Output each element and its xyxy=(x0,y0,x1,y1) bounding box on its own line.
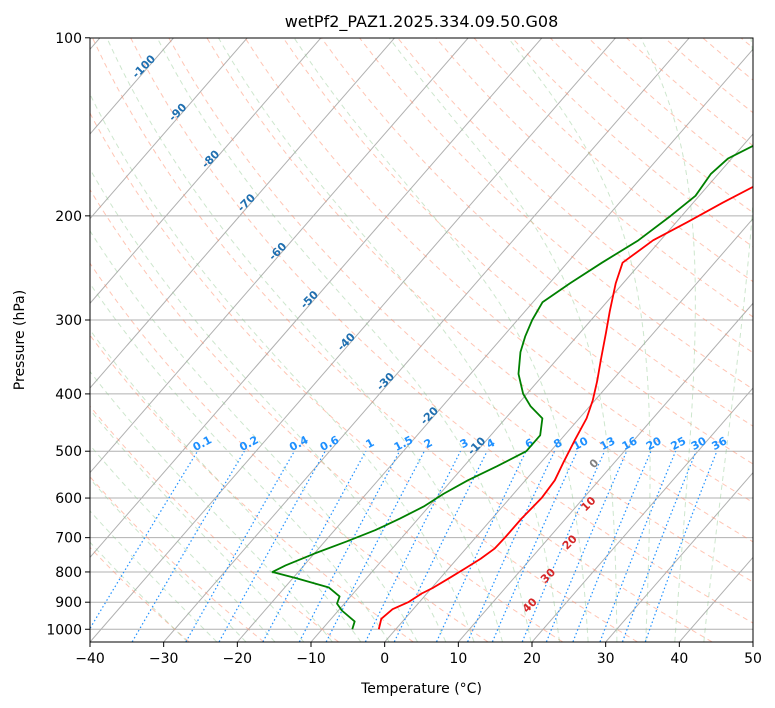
moist-adiabat-line xyxy=(106,38,503,642)
mixing-ratio-label: 25 xyxy=(669,434,689,453)
mixing-ratio-label: 20 xyxy=(644,434,664,453)
x-axis-label: Temperature (°C) xyxy=(360,681,482,697)
y-tick-label: 100 xyxy=(55,31,82,47)
y-tick-label: 200 xyxy=(55,209,82,225)
mixing-ratio-line xyxy=(262,450,367,642)
y-tick-label: 600 xyxy=(55,491,82,507)
series-layer xyxy=(271,144,753,630)
mixing-ratio-line xyxy=(572,450,652,642)
x-tick-label: 50 xyxy=(744,651,762,667)
moist-adiabat-line xyxy=(90,230,418,642)
mixing-ratio-line xyxy=(218,450,326,642)
mixing-ratio-line xyxy=(364,450,462,642)
mixing-ratio-label: 30 xyxy=(689,434,709,453)
moist-adiabat-line xyxy=(703,38,753,642)
dry-adiabat-line xyxy=(168,38,753,583)
dry-adiabat-line xyxy=(92,38,713,642)
x-tick-label: 0 xyxy=(380,651,389,667)
dry-adiabat-line xyxy=(90,188,563,642)
x-tick-label: −30 xyxy=(149,651,179,667)
moist-adiabat-line xyxy=(388,38,618,642)
moist-adiabat-line xyxy=(156,38,532,642)
isotherm-line xyxy=(90,38,248,220)
moist-adiabat-line xyxy=(217,38,560,642)
isotherm-line xyxy=(90,38,617,642)
moist-adiabat-line xyxy=(90,408,305,642)
dewpoint-profile xyxy=(271,144,753,630)
plot-frame xyxy=(89,37,754,643)
x-tick-label: −20 xyxy=(223,651,253,667)
isotherm-line xyxy=(163,38,690,642)
isotherm-line xyxy=(605,471,753,642)
tick-layer: −40 −30 −20 −10 0 10 20 30 40 50 100 200 300 400 500 60… xyxy=(46,31,762,667)
y-tick-label: 400 xyxy=(55,387,82,403)
dry-adiabat-line xyxy=(90,476,265,642)
mixing-ratio-label: 16 xyxy=(620,434,640,453)
mixing-ratio-line xyxy=(545,450,628,642)
mixing-ratio-line xyxy=(90,450,199,630)
x-tick-label: −40 xyxy=(75,651,105,667)
isotherm-line xyxy=(384,217,753,642)
dry-adiabat-line xyxy=(90,334,414,642)
y-axis-label: Pressure (hPa) xyxy=(12,290,28,390)
x-tick-label: 30 xyxy=(597,651,615,667)
moist-adiabat-line xyxy=(90,168,447,642)
isotherm-line xyxy=(90,38,543,559)
mixing-ratio-line xyxy=(491,450,578,642)
temperature-profile xyxy=(377,185,753,630)
y-tick-label: 300 xyxy=(55,313,82,329)
moist-adiabat-line xyxy=(90,444,276,642)
y-tick-label: 900 xyxy=(55,595,82,611)
moist-adiabat-line xyxy=(293,38,589,642)
isotherm-line xyxy=(90,38,396,389)
x-tick-label: 20 xyxy=(523,651,541,667)
y-tick-label: 1000 xyxy=(46,622,82,638)
dry-adiabat-line xyxy=(244,38,753,504)
isotherm-line xyxy=(237,48,753,642)
mixing-ratio-line xyxy=(644,450,718,642)
y-tick-label: 700 xyxy=(55,531,82,547)
mixing-ratio-line xyxy=(621,450,697,642)
dry-adiabat-line xyxy=(90,112,638,642)
dry-adiabat-line xyxy=(90,262,489,642)
isotherm-line xyxy=(531,387,753,642)
moist-adiabat-line xyxy=(507,38,651,642)
x-tick-label: 10 xyxy=(449,651,467,667)
isotherm-line xyxy=(90,38,322,305)
y-tick-label: 500 xyxy=(55,444,82,460)
moist-adiabat-line xyxy=(90,282,390,642)
moist-adiabat-line xyxy=(90,477,247,642)
mixing-ratio-line xyxy=(521,450,606,642)
moist-adiabat-line xyxy=(90,93,475,642)
mixing-ratio-line xyxy=(185,450,295,642)
dry-adiabat-line xyxy=(359,38,753,390)
y-tick-label: 800 xyxy=(55,565,82,581)
mixing-ratio-line xyxy=(599,450,677,642)
moist-adiabat-line xyxy=(640,38,696,642)
mixing-ratio-line xyxy=(467,450,556,642)
dry-adiabat-line xyxy=(130,38,753,624)
dry-adiabat-line xyxy=(397,38,753,354)
dry-adiabat-line xyxy=(282,38,753,465)
x-tick-label: 40 xyxy=(670,651,688,667)
chart-title: wetPf2_PAZ1.2025.334.09.50.G08 xyxy=(285,12,559,32)
mixing-ratio-label: 36 xyxy=(710,434,730,453)
mixing-ratio-label: 13 xyxy=(598,434,618,453)
x-tick-label: −10 xyxy=(296,651,326,667)
dry-adiabat-line xyxy=(90,405,339,642)
moist-adiabat-line xyxy=(90,370,333,642)
isotherm-line xyxy=(458,302,753,642)
isotherm-line xyxy=(90,38,469,474)
